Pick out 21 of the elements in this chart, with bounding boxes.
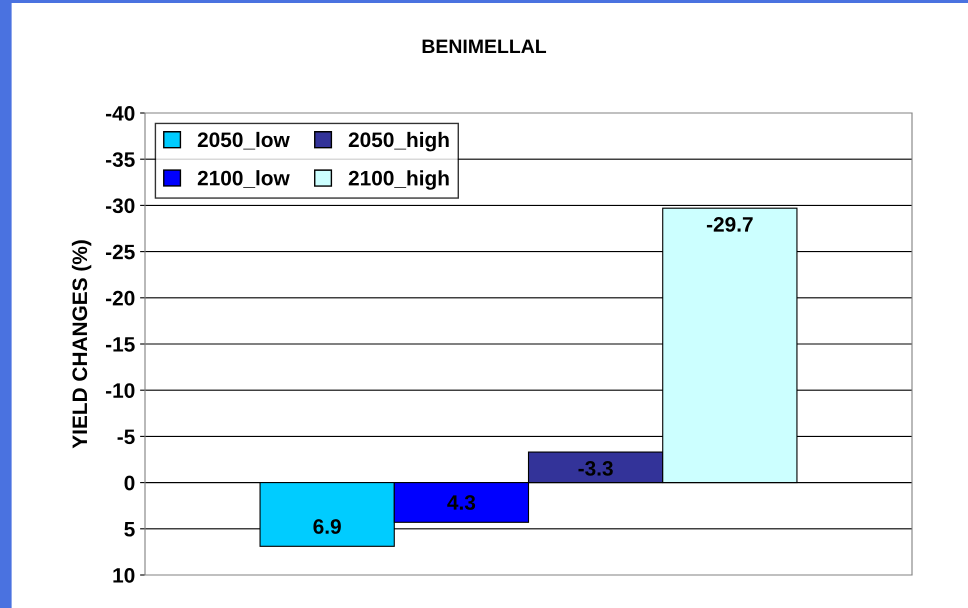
y-tick-label: -15 — [106, 337, 135, 352]
y-tick-label: -35 — [106, 152, 135, 167]
data-label: 6.9 — [313, 519, 341, 534]
y-tick-label: -5 — [118, 430, 135, 444]
y-tick-label: 10 — [113, 568, 134, 583]
y-tick-label: -30 — [106, 198, 134, 214]
legend-label: 2050_low — [198, 132, 290, 150]
legend-label: 2100_low — [198, 170, 290, 188]
y-tick-label: 0 — [124, 476, 134, 490]
y-axis-title: YIELD CHANGES (%) — [72, 240, 92, 448]
y-tick-label: 5 — [124, 522, 135, 537]
data-label: -29.7 — [706, 217, 753, 232]
legend-label: 2100_high — [348, 170, 449, 190]
data-label: -3.3 — [578, 460, 613, 476]
data-label: 4.3 — [447, 495, 476, 510]
y-tick-label: -20 — [106, 290, 134, 306]
y-tick-label: -10 — [106, 383, 134, 398]
chart-title: BENIMELLAL — [422, 40, 546, 54]
y-tick-label: -40 — [106, 106, 134, 121]
legend-label: 2050_high — [348, 132, 449, 152]
y-tick-label: -25 — [106, 244, 135, 260]
